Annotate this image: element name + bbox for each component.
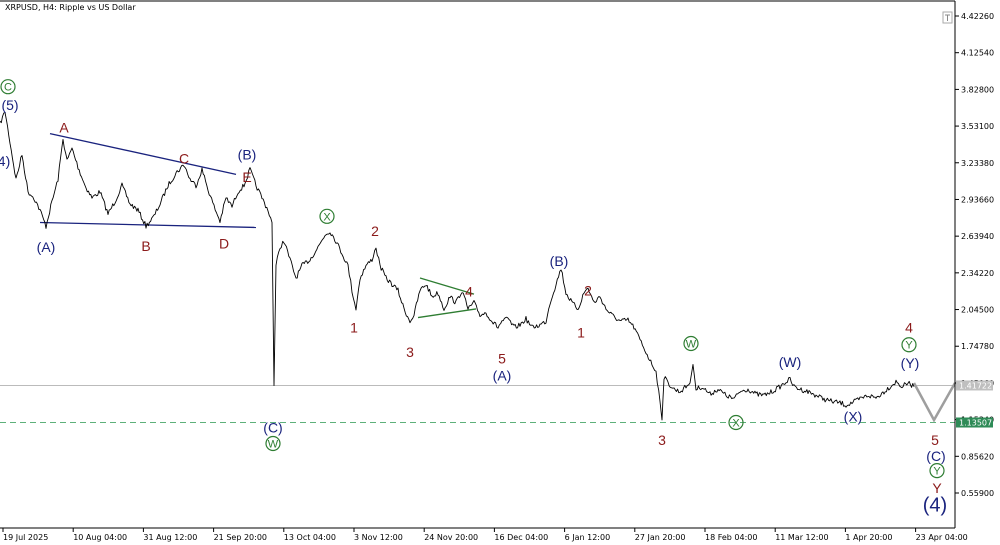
x-tick-label: 23 Apr 04:00 [916, 533, 968, 542]
annotations-layer: C (5) 4) A (A) B C D (B) E (C) W X 2 1 3 4 5 (A) (B) 2 1 W 3 X (W… [0, 79, 947, 516]
wave-label: 1 [577, 324, 585, 340]
x-tick-label: 10 Aug 04:00 [73, 533, 127, 542]
support-line-tag-label: 1.13507 [959, 419, 992, 428]
wave-label: 1 [350, 319, 358, 335]
x-tick-label: 3 Nov 12:00 [354, 533, 403, 542]
wave-label: (A) [493, 368, 512, 384]
x-axis: 19 Jul 2025 10 Aug 04:00 31 Aug 12:00 21 Se… [2, 528, 968, 542]
wave-label: X [323, 211, 331, 223]
chart-symbol-title: XRPUSD, H4: Ripple vs US Dollar [5, 3, 136, 12]
wave-label: 3 [658, 432, 666, 448]
wave-label: (X) [844, 408, 863, 424]
wave-label-circle [319, 208, 335, 224]
wave-label: C [179, 150, 189, 166]
y-tick-label: 4.12540 [961, 49, 994, 58]
wave-label: (B) [550, 253, 569, 269]
wave-label: 3 [406, 344, 414, 360]
wave-label: (C) [926, 448, 945, 464]
x-tick-label: 21 Sep 20:00 [214, 533, 267, 542]
wave-label: 4 [905, 319, 913, 335]
wave-label-circle [0, 79, 16, 95]
current-price-line-tag-label: 1.41722 [959, 381, 992, 390]
y-tick-label: 2.63940 [961, 232, 994, 241]
x-tick-label: 16 Dec 04:00 [494, 533, 548, 542]
x-tick-label: 19 Jul 2025 [3, 533, 48, 542]
price-layer [0, 112, 957, 423]
wave-label: X [732, 418, 740, 430]
x-tick-label: 11 Mar 12:00 [775, 533, 828, 542]
wave-label-circle [728, 414, 744, 431]
current-price-line-tag [956, 380, 993, 391]
y-tick-label: 0.85620 [961, 452, 994, 461]
wave-label: C [4, 82, 12, 94]
wave-label: (W) [779, 354, 802, 370]
y-tick-label: 2.93660 [961, 195, 994, 204]
wave-label-circle [929, 463, 945, 479]
y-tick-label: 2.34220 [961, 269, 994, 278]
wave-label: (A) [37, 239, 56, 255]
wave-label: Y [933, 466, 941, 478]
wave-label: W [686, 338, 697, 350]
price-series [0, 112, 915, 421]
wave-label: Y [905, 340, 913, 352]
support-line-tag [956, 417, 993, 428]
triangle-lower [417, 308, 477, 319]
wave-label: (B) [238, 147, 257, 163]
wave-label: 2 [371, 223, 379, 239]
wave-label: D [219, 235, 229, 251]
wave-label: (4) [923, 494, 947, 516]
y-tick-label: 1.74780 [961, 342, 994, 351]
x-tick-label: 24 Nov 20:00 [424, 533, 478, 542]
trendlines-layer [39, 132, 477, 319]
wave-label: (C) [263, 419, 282, 435]
horizontal-lines-layer [0, 384, 955, 424]
x-tick-label: 13 Oct 04:00 [284, 533, 336, 542]
y-tick-label: 4.42260 [961, 12, 994, 21]
wave-label-circle [265, 435, 281, 452]
wave-label-circle [901, 337, 917, 353]
y-tick-label: 3.53100 [961, 122, 994, 131]
y-axis: 4.42260 4.12540 3.82800 3.53100 3.23380 2.936… [955, 12, 994, 498]
x-tick-label: 27 Jan 20:00 [635, 533, 686, 542]
wave-label: 2 [584, 282, 592, 298]
wave-label: B [141, 238, 150, 254]
triangle-upper [419, 277, 475, 295]
x-tick-label: 1 Apr 20:00 [845, 533, 892, 542]
x-tick-label: 18 Feb 04:00 [705, 533, 757, 542]
wave-label: A [59, 119, 69, 135]
wave-label: W [268, 438, 279, 450]
wave-label: 4 [465, 284, 473, 300]
wave-label: E [242, 169, 251, 185]
wave-label: (Y) [901, 355, 920, 371]
wave-label: 5 [931, 432, 939, 448]
wave-label: (5) [1, 97, 18, 113]
y-tick-label: 3.23380 [961, 159, 994, 168]
upper-trendline [49, 132, 237, 175]
x-tick-label: 6 Jan 12:00 [565, 533, 611, 542]
y-tick-label: 3.82800 [961, 85, 994, 94]
y-tick-label: 0.55900 [961, 489, 994, 498]
one-click-trading-icon[interactable] [942, 11, 953, 24]
forecast-path [912, 382, 957, 423]
wave-label-circle [683, 335, 699, 352]
x-tick-label: 31 Aug 12:00 [143, 533, 197, 542]
wave-label: 4) [0, 153, 10, 169]
wave-label: Y [932, 480, 942, 496]
wave-label: 5 [498, 350, 506, 366]
y-tick-label: 2.04500 [961, 306, 994, 315]
